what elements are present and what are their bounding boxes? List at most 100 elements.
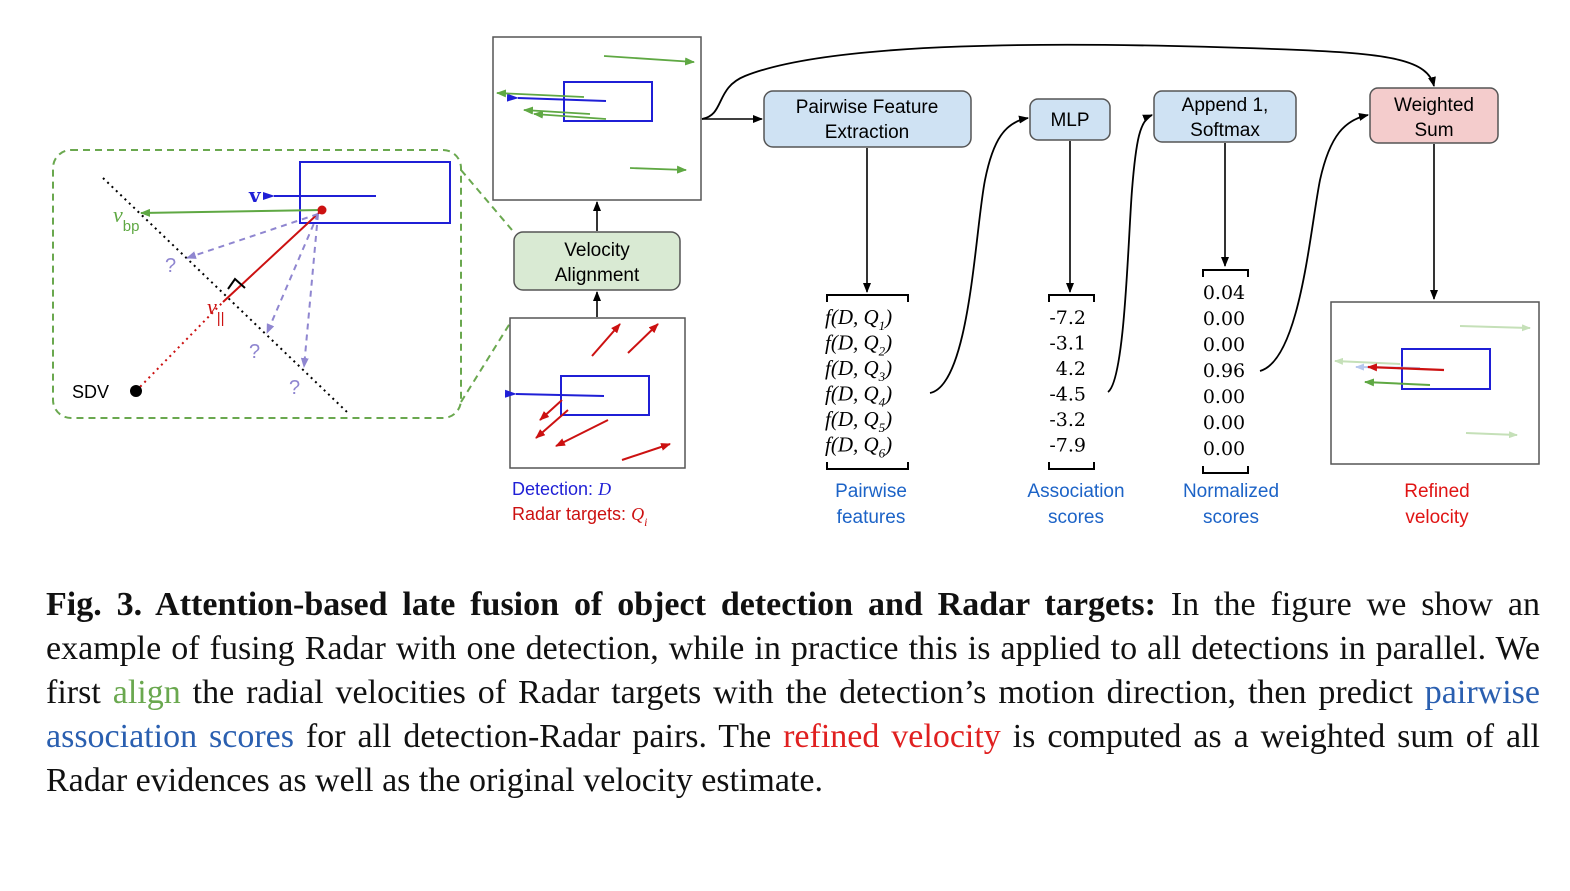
softmax-label: Append 1, Softmax xyxy=(1182,95,1269,141)
association-score: 4.2 xyxy=(1056,358,1086,380)
input-scene: Detection: D Radar targets: Qi xyxy=(504,317,686,529)
aligned-radar-arrow xyxy=(629,165,687,174)
pairwise-features-vector: f(D, Q1)f(D, Q2)f(D, Q3)f(D, Q4)f(D, Q5)… xyxy=(825,294,909,470)
v-label: v xyxy=(248,183,262,207)
caption-label: Fig. 3. Attention-based late fusion of o… xyxy=(46,586,1156,623)
candidate-arrow xyxy=(186,213,319,259)
pairwise-feature-row: f(D, Q4) xyxy=(825,382,892,410)
aligned-detection-box xyxy=(563,81,653,122)
pairwise-feature-box xyxy=(763,90,972,148)
label-pairwise-features: Pairwise features xyxy=(835,481,907,528)
caption-text: for all detection-Radar pairs. The xyxy=(293,718,784,755)
refined-velocity-arrow xyxy=(1367,363,1445,372)
perpendicular-line xyxy=(102,177,348,413)
caption-highlight-scores: pairwise association scores xyxy=(46,674,1540,755)
pairwise-feature-row: f(D, Q6) xyxy=(825,433,892,461)
zoom-panel-border xyxy=(52,149,462,419)
aligned-radar-arrow xyxy=(496,89,585,98)
vbp-label: vbp xyxy=(113,202,139,235)
normalized-score: 0.00 xyxy=(1203,334,1245,356)
bracket-bottom xyxy=(1048,462,1095,470)
bracket-bottom xyxy=(826,462,909,470)
faded-radar-arrow xyxy=(1459,324,1531,332)
softmax-box xyxy=(1153,90,1297,143)
pairwise-feature-label: Pairwise Feature Extraction xyxy=(796,97,939,143)
candidate-arrow xyxy=(300,213,319,368)
bracket-bottom xyxy=(1202,466,1249,474)
velocity-alignment-box xyxy=(513,231,681,291)
arrow-aligned-to-weighted-sum xyxy=(701,43,1436,120)
zoom-detection-box xyxy=(299,161,451,224)
arrow-features-to-mlp xyxy=(929,115,1029,394)
bracket-top xyxy=(1202,269,1249,277)
label-association-scores: Association scores xyxy=(1027,481,1124,528)
association-score: -7.2 xyxy=(1049,307,1086,329)
candidate-arrow xyxy=(266,213,319,334)
right-angle-mark xyxy=(227,277,246,290)
caption-highlight-refined: refined velocity xyxy=(783,718,1001,755)
label-normalized-scores: Normalized scores xyxy=(1183,481,1279,528)
association-score: -7.9 xyxy=(1049,435,1086,457)
zoom-connector-top xyxy=(460,169,513,231)
weighted-sum-box xyxy=(1369,87,1499,144)
normalized-scores-vector: 0.04 0.00 0.00 0.96 0.00 0.00 0.00 xyxy=(1202,269,1249,474)
association-score: -3.2 xyxy=(1049,409,1086,431)
pairwise-feature-row: f(D, Q1) xyxy=(825,305,892,333)
caption-text: In the figure we show an example of fusi… xyxy=(46,586,1540,711)
selected-radar-arrow xyxy=(1364,378,1431,387)
normalized-score: 0.00 xyxy=(1203,412,1245,434)
sdv-dotted-line xyxy=(135,301,224,392)
vpar-label: v|| xyxy=(207,294,225,327)
radar-arrow xyxy=(627,323,659,354)
arrow-scores-to-softmax xyxy=(1107,114,1153,393)
sdv-label: SDV xyxy=(72,382,109,402)
unknown-mark: ? xyxy=(249,341,260,363)
caption-text: is computed as a weighted sum of all Rad… xyxy=(46,718,1540,799)
normalized-score: 0.00 xyxy=(1203,386,1245,408)
aligned-radar-arrow xyxy=(603,55,695,66)
pairwise-feature-row: f(D, Q3) xyxy=(825,356,892,384)
radar-arrow xyxy=(621,443,671,461)
radar-arrow xyxy=(535,409,569,439)
mlp-box xyxy=(1029,98,1111,141)
association-scores-vector: -7.2 -3.1 4.2 -4.5 -3.2 -7.9 xyxy=(1048,294,1095,470)
arrow-normalized-to-weighted xyxy=(1259,113,1369,372)
caption-highlight-align: align xyxy=(112,674,181,711)
radar-arrow xyxy=(555,419,609,447)
figure-caption: Fig. 3. Attention-based late fusion of o… xyxy=(46,583,1540,803)
aligned-scene xyxy=(492,36,702,201)
radar-point xyxy=(317,205,327,215)
association-score: -4.5 xyxy=(1049,384,1086,406)
zoom-connector-bottom xyxy=(460,319,513,403)
pairwise-feature-row: f(D, Q5) xyxy=(825,407,892,435)
fusion-diagram: SDV v vbp v|| ? ? ? Detection: D Radar t… xyxy=(52,36,1540,529)
normalized-score: 0.96 xyxy=(1203,360,1245,382)
output-scene xyxy=(1330,301,1540,465)
mlp-label: MLP xyxy=(1050,110,1089,131)
bracket-top xyxy=(1048,294,1095,302)
legend-radar: Radar targets: Qi xyxy=(512,504,647,529)
vpar-arrow xyxy=(222,209,323,303)
radar-arrow xyxy=(591,323,621,357)
faded-radar-arrow xyxy=(1334,357,1401,365)
normalized-score: 0.04 xyxy=(1203,282,1245,304)
label-refined-velocity: Refined velocity xyxy=(1404,481,1470,528)
aligned-radar-arrow xyxy=(533,110,607,120)
normalized-score: 0.00 xyxy=(1203,308,1245,330)
unknown-mark: ? xyxy=(289,377,300,399)
sdv-dot xyxy=(130,385,142,397)
output-scene-frame xyxy=(1330,301,1540,465)
association-score: -3.1 xyxy=(1049,333,1086,355)
radar-arrow xyxy=(539,399,563,421)
zoom-panel: SDV v vbp v|| ? ? ? xyxy=(52,149,513,419)
aligned-velocity-arrow xyxy=(506,93,607,102)
pairwise-feature-row: f(D, Q2) xyxy=(825,331,892,359)
weighted-sum-label: Weighted Sum xyxy=(1394,95,1474,141)
vbp-arrow xyxy=(140,208,323,217)
input-velocity-arrow xyxy=(504,389,605,398)
velocity-alignment-label: Velocity Alignment xyxy=(555,240,640,286)
normalized-score: 0.00 xyxy=(1203,438,1245,460)
caption-text: the radial velocities of Radar targets w… xyxy=(180,674,1425,711)
faded-radar-arrow xyxy=(1465,431,1518,439)
input-scene-frame xyxy=(509,317,686,469)
